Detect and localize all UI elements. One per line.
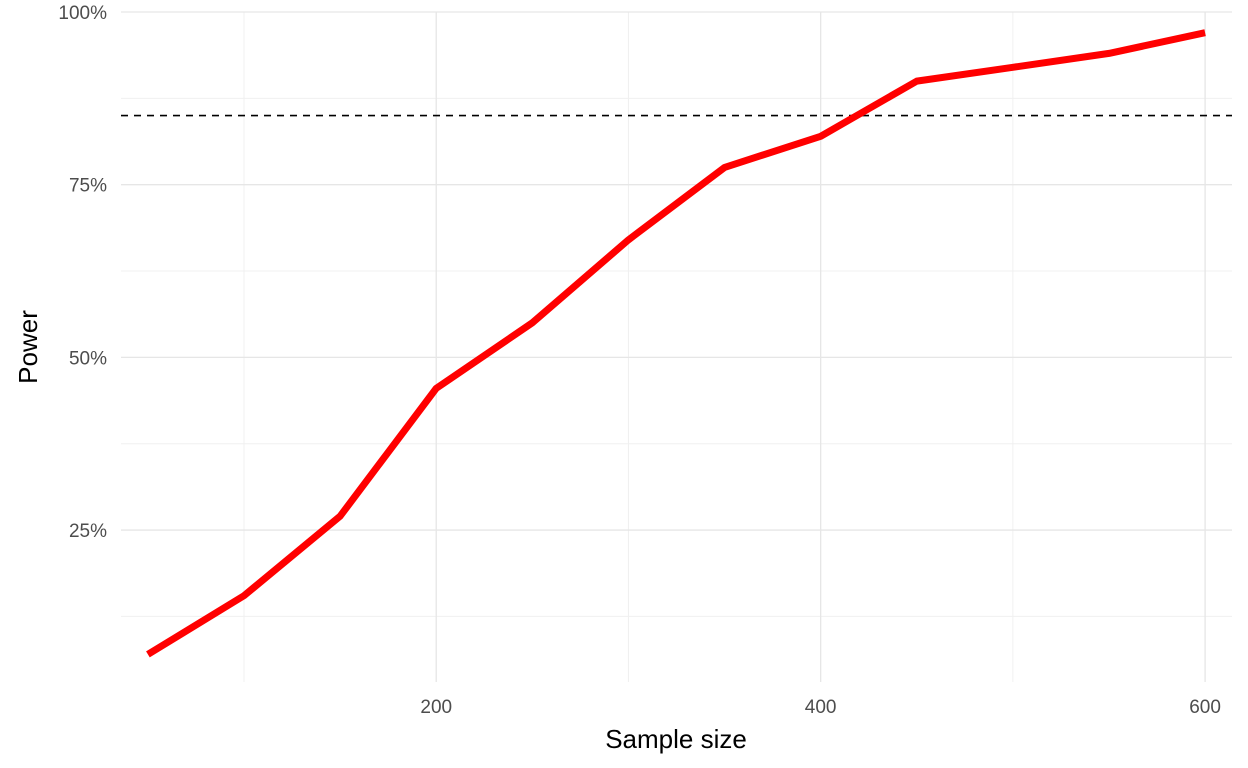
y-tick-label: 50%	[69, 348, 107, 369]
y-tick-label: 75%	[69, 176, 107, 197]
power-curve-line	[146, 29, 1206, 658]
series-layer	[146, 29, 1206, 658]
major-gridlines	[121, 11, 1232, 682]
x-tick-label: 400	[805, 697, 837, 718]
x-tick-label: 600	[1189, 697, 1221, 718]
y-tick-label: 100%	[58, 3, 107, 24]
x-tick-labels: 200 400 600	[420, 697, 1221, 718]
x-axis-title: Sample size	[605, 724, 747, 754]
minor-gridlines	[121, 12, 1232, 682]
x-tick-label: 200	[420, 697, 452, 718]
y-axis-title: Power	[13, 310, 43, 384]
y-tick-labels: 25% 50% 75% 100%	[58, 3, 107, 542]
y-tick-label: 25%	[69, 521, 107, 542]
